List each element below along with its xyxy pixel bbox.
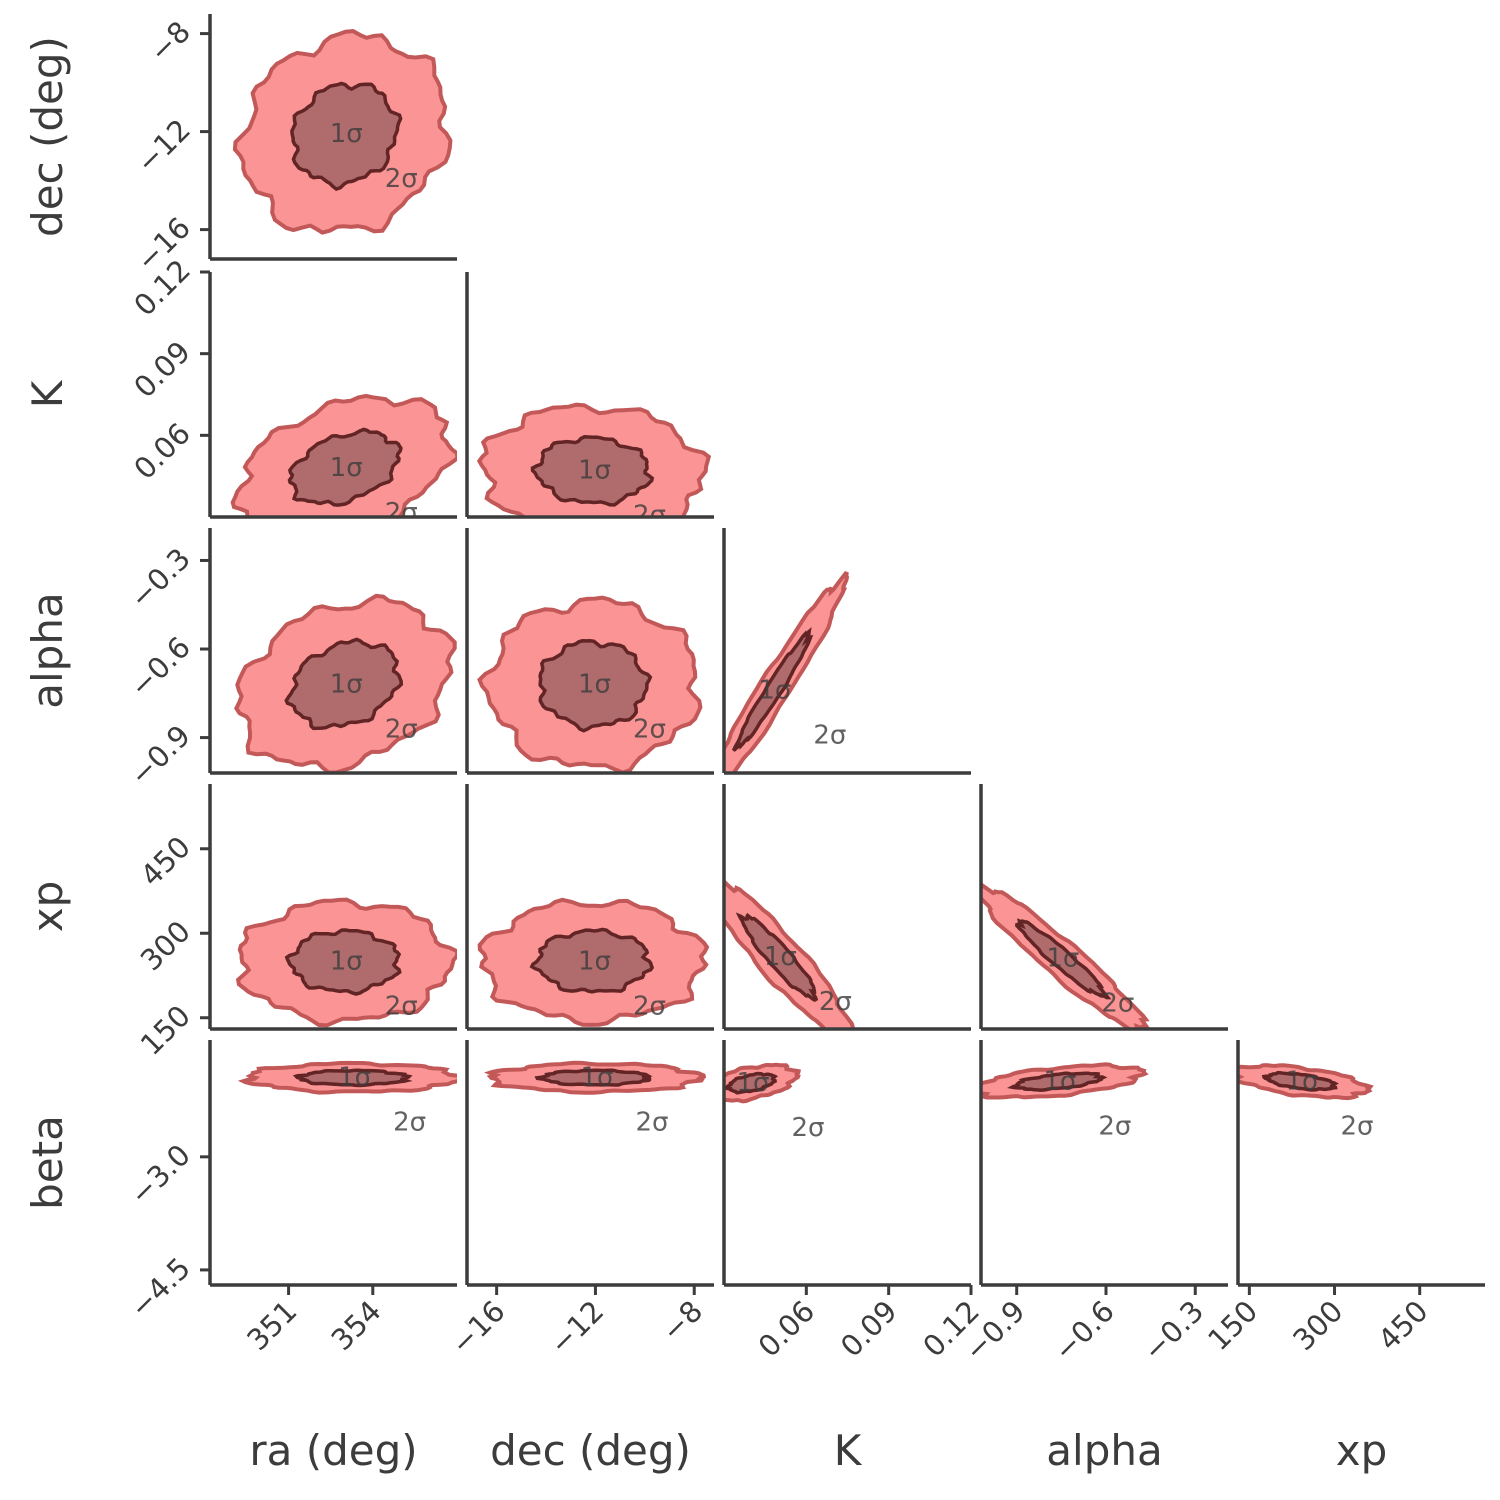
contour-1sigma [292,1068,413,1088]
contour-1sigma [1261,1070,1340,1092]
panel-K-vs-ra: 1σ 2σ [230,393,457,528]
x-axis-label: alpha [1046,1426,1162,1475]
sigma-label-2: 2σ [393,1108,426,1138]
sigma-label-2: 2σ [633,714,666,744]
contour-1sigma [735,912,819,1002]
y-tick-label: 0.06 [127,416,197,486]
sigma-label-1: 1σ [338,1063,371,1093]
y-tick-label: 300 [134,914,197,977]
x-axis-label: ra (deg) [249,1426,417,1475]
x-tick-label: 0.06 [752,1294,822,1364]
sigma-label-1: 1σ [330,669,363,699]
sigma-label-2: 2σ [1101,989,1134,1019]
contour-1sigma [538,639,653,733]
x-axis-label: K [834,1426,863,1475]
y-tick-label: 0.09 [127,335,197,405]
panel-beta-vs-ra: 1σ 2σ [237,1060,457,1138]
sigma-label-2: 2σ [1340,1111,1373,1141]
x-axis-label: xp [1336,1426,1388,1475]
sigma-label-1: 1σ [758,675,791,705]
y-axis-label: alpha [23,592,72,708]
panel-K-vs-dec: 1σ 2σ [476,402,712,531]
y-tick-label: −4.5 [123,1251,197,1325]
contour-1sigma [724,1071,779,1095]
panel-beta-vs-xp: 1σ 2σ [1238,1063,1374,1141]
sigma-label-1: 1σ [1046,944,1079,974]
sigma-label-1: 1σ [330,946,363,976]
sigma-label-2: 2σ [635,1108,668,1138]
sigma-label-1: 1σ [736,1068,769,1098]
y-tick-label: −3.0 [123,1138,197,1212]
contour-1sigma [284,928,402,996]
sigma-label-1: 1σ [1043,1066,1076,1096]
x-tick-label: 354 [325,1294,388,1357]
sigma-label-2: 2σ [819,987,852,1017]
sigma-label-1: 1σ [580,1063,613,1093]
panel-xp-vs-dec: 1σ 2σ [477,897,710,1027]
sigma-label-2: 2σ [385,498,418,528]
panel-beta-vs-dec: 1σ 2σ [483,1060,707,1138]
y-tick-label: −0.9 [123,718,197,792]
y-axis-label: dec (deg) [23,36,72,237]
panel-xp-vs-alpha: 1σ 2σ [981,881,1151,1029]
y-axis-label: beta [23,1115,72,1210]
contour-1sigma [284,637,404,731]
panel-alpha-vs-dec: 1σ 2σ [477,595,703,773]
y-axis-label: K [23,379,72,408]
y-tick-label: −0.3 [123,541,197,615]
contour-1sigma [287,427,403,507]
sigma-label-2: 2σ [813,720,846,750]
contour-1sigma [1006,1071,1108,1092]
panel-xp-vs-K: 1σ 2σ [724,878,855,1029]
panel-xp-vs-ra: 1σ 2σ [235,897,457,1028]
sigma-label-1: 1σ [578,669,611,699]
contour-1sigma [529,927,655,994]
x-tick-label: −0.6 [1047,1294,1121,1368]
contour-1sigma [534,1068,653,1087]
x-tick-label: 0.09 [834,1294,904,1364]
x-tick-label: 300 [1286,1294,1349,1357]
y-axis-label: xp [23,881,72,933]
sigma-label-1: 1σ [330,119,363,149]
y-tick-label: 450 [134,830,197,893]
panel-beta-vs-K: 1σ 2σ [724,1062,824,1143]
y-tick-label: −12 [130,113,197,180]
panel-alpha-vs-ra: 1σ 2σ [233,593,457,773]
panel-dec-vs-ra: 1σ 2σ [232,29,453,235]
contour-1sigma [1014,918,1112,1000]
sigma-label-1: 1σ [1285,1066,1318,1096]
y-tick-label: −0.6 [123,630,197,704]
sigma-label-2: 2σ [1098,1111,1131,1141]
sigma-label-1: 1σ [578,456,611,486]
sigma-label-2: 2σ [385,991,418,1021]
x-tick-label: −16 [444,1294,511,1361]
sigma-label-1: 1σ [578,946,611,976]
sigma-label-2: 2σ [633,991,666,1021]
sigma-label-1: 1σ [764,942,797,972]
sigma-label-2: 2σ [385,714,418,744]
sigma-label-2: 2σ [385,164,418,194]
contour-1sigma [290,81,403,192]
y-tick-label: 0.12 [127,253,197,323]
y-tick-label: 150 [134,999,197,1062]
sigma-label-2: 2σ [633,501,666,531]
contour-1sigma [530,435,655,507]
x-tick-label: 150 [1201,1294,1264,1357]
x-tick-label: 351 [240,1294,303,1357]
panel-beta-vs-alpha: 1σ 2σ [981,1062,1149,1141]
x-tick-label: −12 [543,1294,610,1361]
x-axis-label: dec (deg) [490,1426,691,1475]
panel-alpha-vs-K: 1σ 2σ [724,570,850,773]
x-tick-label: −8 [655,1294,709,1348]
y-tick-label: −8 [143,15,197,69]
sigma-label-1: 1σ [330,453,363,483]
sigma-label-2: 2σ [791,1113,824,1143]
contour-1sigma [731,627,814,752]
x-tick-label: −0.3 [1136,1294,1210,1368]
x-tick-label: 450 [1371,1294,1434,1357]
